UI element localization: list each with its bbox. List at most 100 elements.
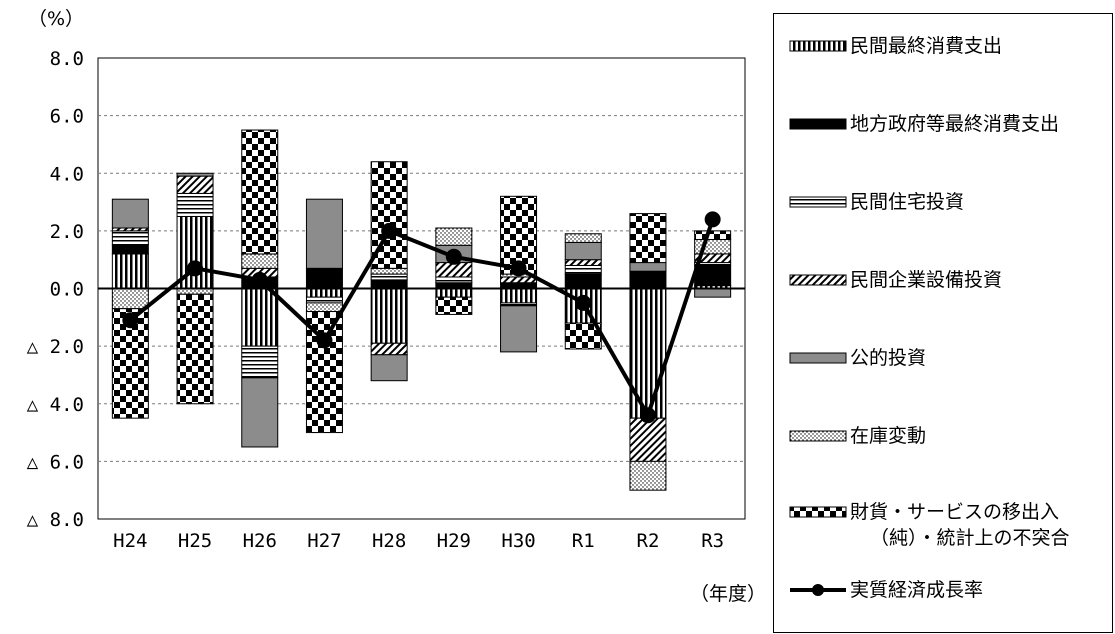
y-tick-label: 4.0 (50, 163, 84, 185)
legend-label: 民間企業設備投資 (850, 269, 1003, 291)
legend-swatch-vstripe (789, 40, 847, 52)
bar-segment (629, 417, 667, 462)
growth-point (704, 211, 721, 228)
legend-label: 民間最終消費支出 (850, 35, 1003, 57)
x-tick-label: R2 (637, 530, 660, 552)
bar-segment (629, 288, 667, 419)
x-tick-label: H28 (372, 530, 406, 552)
bar-segment (694, 230, 732, 241)
legend-swatch-hstripe (789, 196, 847, 208)
growth-line (129, 218, 715, 418)
growth-point (122, 312, 139, 329)
y-tick-label: △ 2.0 (27, 336, 84, 358)
chart-canvas: 8.0 6.0 4.0 2.0 0.0 △ 2.0 △ 4.0 △ 6.0 △ 8.0 （%） H2… (27, 8, 766, 605)
bar-segment (305, 302, 343, 313)
x-tick-label: H24 (113, 530, 147, 552)
y-tick-label: △ 6.0 (27, 451, 84, 473)
bar-segment (176, 293, 214, 405)
bar-segment (370, 342, 408, 356)
y-tick-label: △ 4.0 (27, 394, 84, 416)
bar-segment (564, 264, 602, 275)
bar-segment (305, 288, 343, 298)
bar-segment (305, 296, 343, 304)
bar-segment (564, 233, 602, 243)
bar-segment (370, 279, 408, 290)
legend-label-line2: （純）・統計上の不突合 (870, 527, 1070, 549)
legend-swatch-solid-black (789, 118, 847, 130)
bar-segment (564, 259, 602, 266)
x-unit-label: （年度） (690, 583, 766, 605)
y-tick-label: △ 8.0 (27, 509, 84, 531)
x-tick-label: H29 (437, 530, 471, 552)
y-tick-label: 2.0 (50, 221, 84, 243)
x-tick-label: H26 (243, 530, 277, 552)
legend-swatch-line-marker (790, 584, 846, 596)
legend-label: 公的投資 (850, 347, 927, 369)
x-tick-label: H27 (307, 530, 341, 552)
bar-segment (111, 230, 149, 246)
growth-point (445, 248, 462, 265)
bar-segment (694, 288, 732, 298)
growth-point (251, 271, 268, 288)
bar-segment (629, 460, 667, 491)
bar-segment (435, 288, 473, 298)
bar-segment (629, 262, 667, 272)
bar-segment (629, 270, 667, 289)
bar-segment (176, 172, 214, 177)
bar-segment (500, 305, 538, 353)
bar-segment (241, 345, 279, 379)
bar-segment (111, 244, 149, 255)
growth-point (381, 222, 398, 239)
bar-segment (500, 276, 538, 284)
bar-segment (694, 264, 732, 287)
stacked-bars (98, 129, 745, 491)
bar-segment (111, 253, 149, 290)
bar-segment (111, 288, 149, 310)
legend-label: 財貨・サービスの移出入 (850, 501, 1060, 523)
legend-label: 在庫変動 (850, 425, 927, 447)
bar-segment (629, 213, 667, 264)
bar-segment (241, 288, 279, 347)
y-tick-label: 6.0 (50, 106, 84, 128)
legend-label: 実質経済成長率 (850, 579, 984, 601)
bar-segment (241, 129, 279, 255)
bar-segment (435, 296, 473, 315)
x-tick-label: R3 (701, 530, 724, 552)
bar-segment (305, 267, 343, 289)
bar-segment (435, 276, 473, 284)
legend-swatch-checker (789, 506, 847, 518)
bar-segment (241, 377, 279, 448)
legend-label: 地方政府等最終消費支出 (850, 113, 1060, 135)
bar-segment (435, 227, 473, 246)
x-tick-label: H25 (178, 530, 212, 552)
legend-swatch-gray (789, 352, 847, 364)
x-tick-label: H30 (501, 530, 535, 552)
legend-swatch-diag (789, 274, 847, 286)
bar-segment (370, 267, 408, 275)
growth-point (575, 294, 592, 311)
y-tick-label: 8.0 (50, 48, 84, 70)
y-tick-label: 0.0 (50, 279, 84, 301)
growth-rate-line (122, 211, 721, 424)
bar-segment (370, 273, 408, 281)
growth-point (639, 407, 656, 424)
bar-segment (305, 198, 343, 269)
x-tick-label: R1 (572, 530, 595, 552)
bar-segment (564, 322, 602, 350)
bar-segment (176, 192, 214, 217)
growth-point (510, 260, 527, 277)
bar-segment (564, 241, 602, 261)
bar-segment (176, 175, 214, 194)
bar-segment (241, 253, 279, 269)
y-unit-label: （%） (28, 8, 84, 30)
legend: 民間最終消費支出 地方政府等最終消費支出 (773, 13, 1113, 633)
axis-labels: 8.0 6.0 4.0 2.0 0.0 △ 2.0 △ 4.0 △ 6.0 △ 8.0 （%） H2… (27, 8, 766, 605)
bar-segment (564, 273, 602, 289)
legend-swatch-dots (789, 430, 847, 442)
growth-point (316, 332, 333, 349)
legend-label: 民間住宅投資 (850, 191, 965, 213)
growth-point (187, 260, 204, 277)
bar-segment (111, 198, 149, 229)
bar-segment (500, 288, 538, 304)
bar-segment (370, 288, 408, 344)
